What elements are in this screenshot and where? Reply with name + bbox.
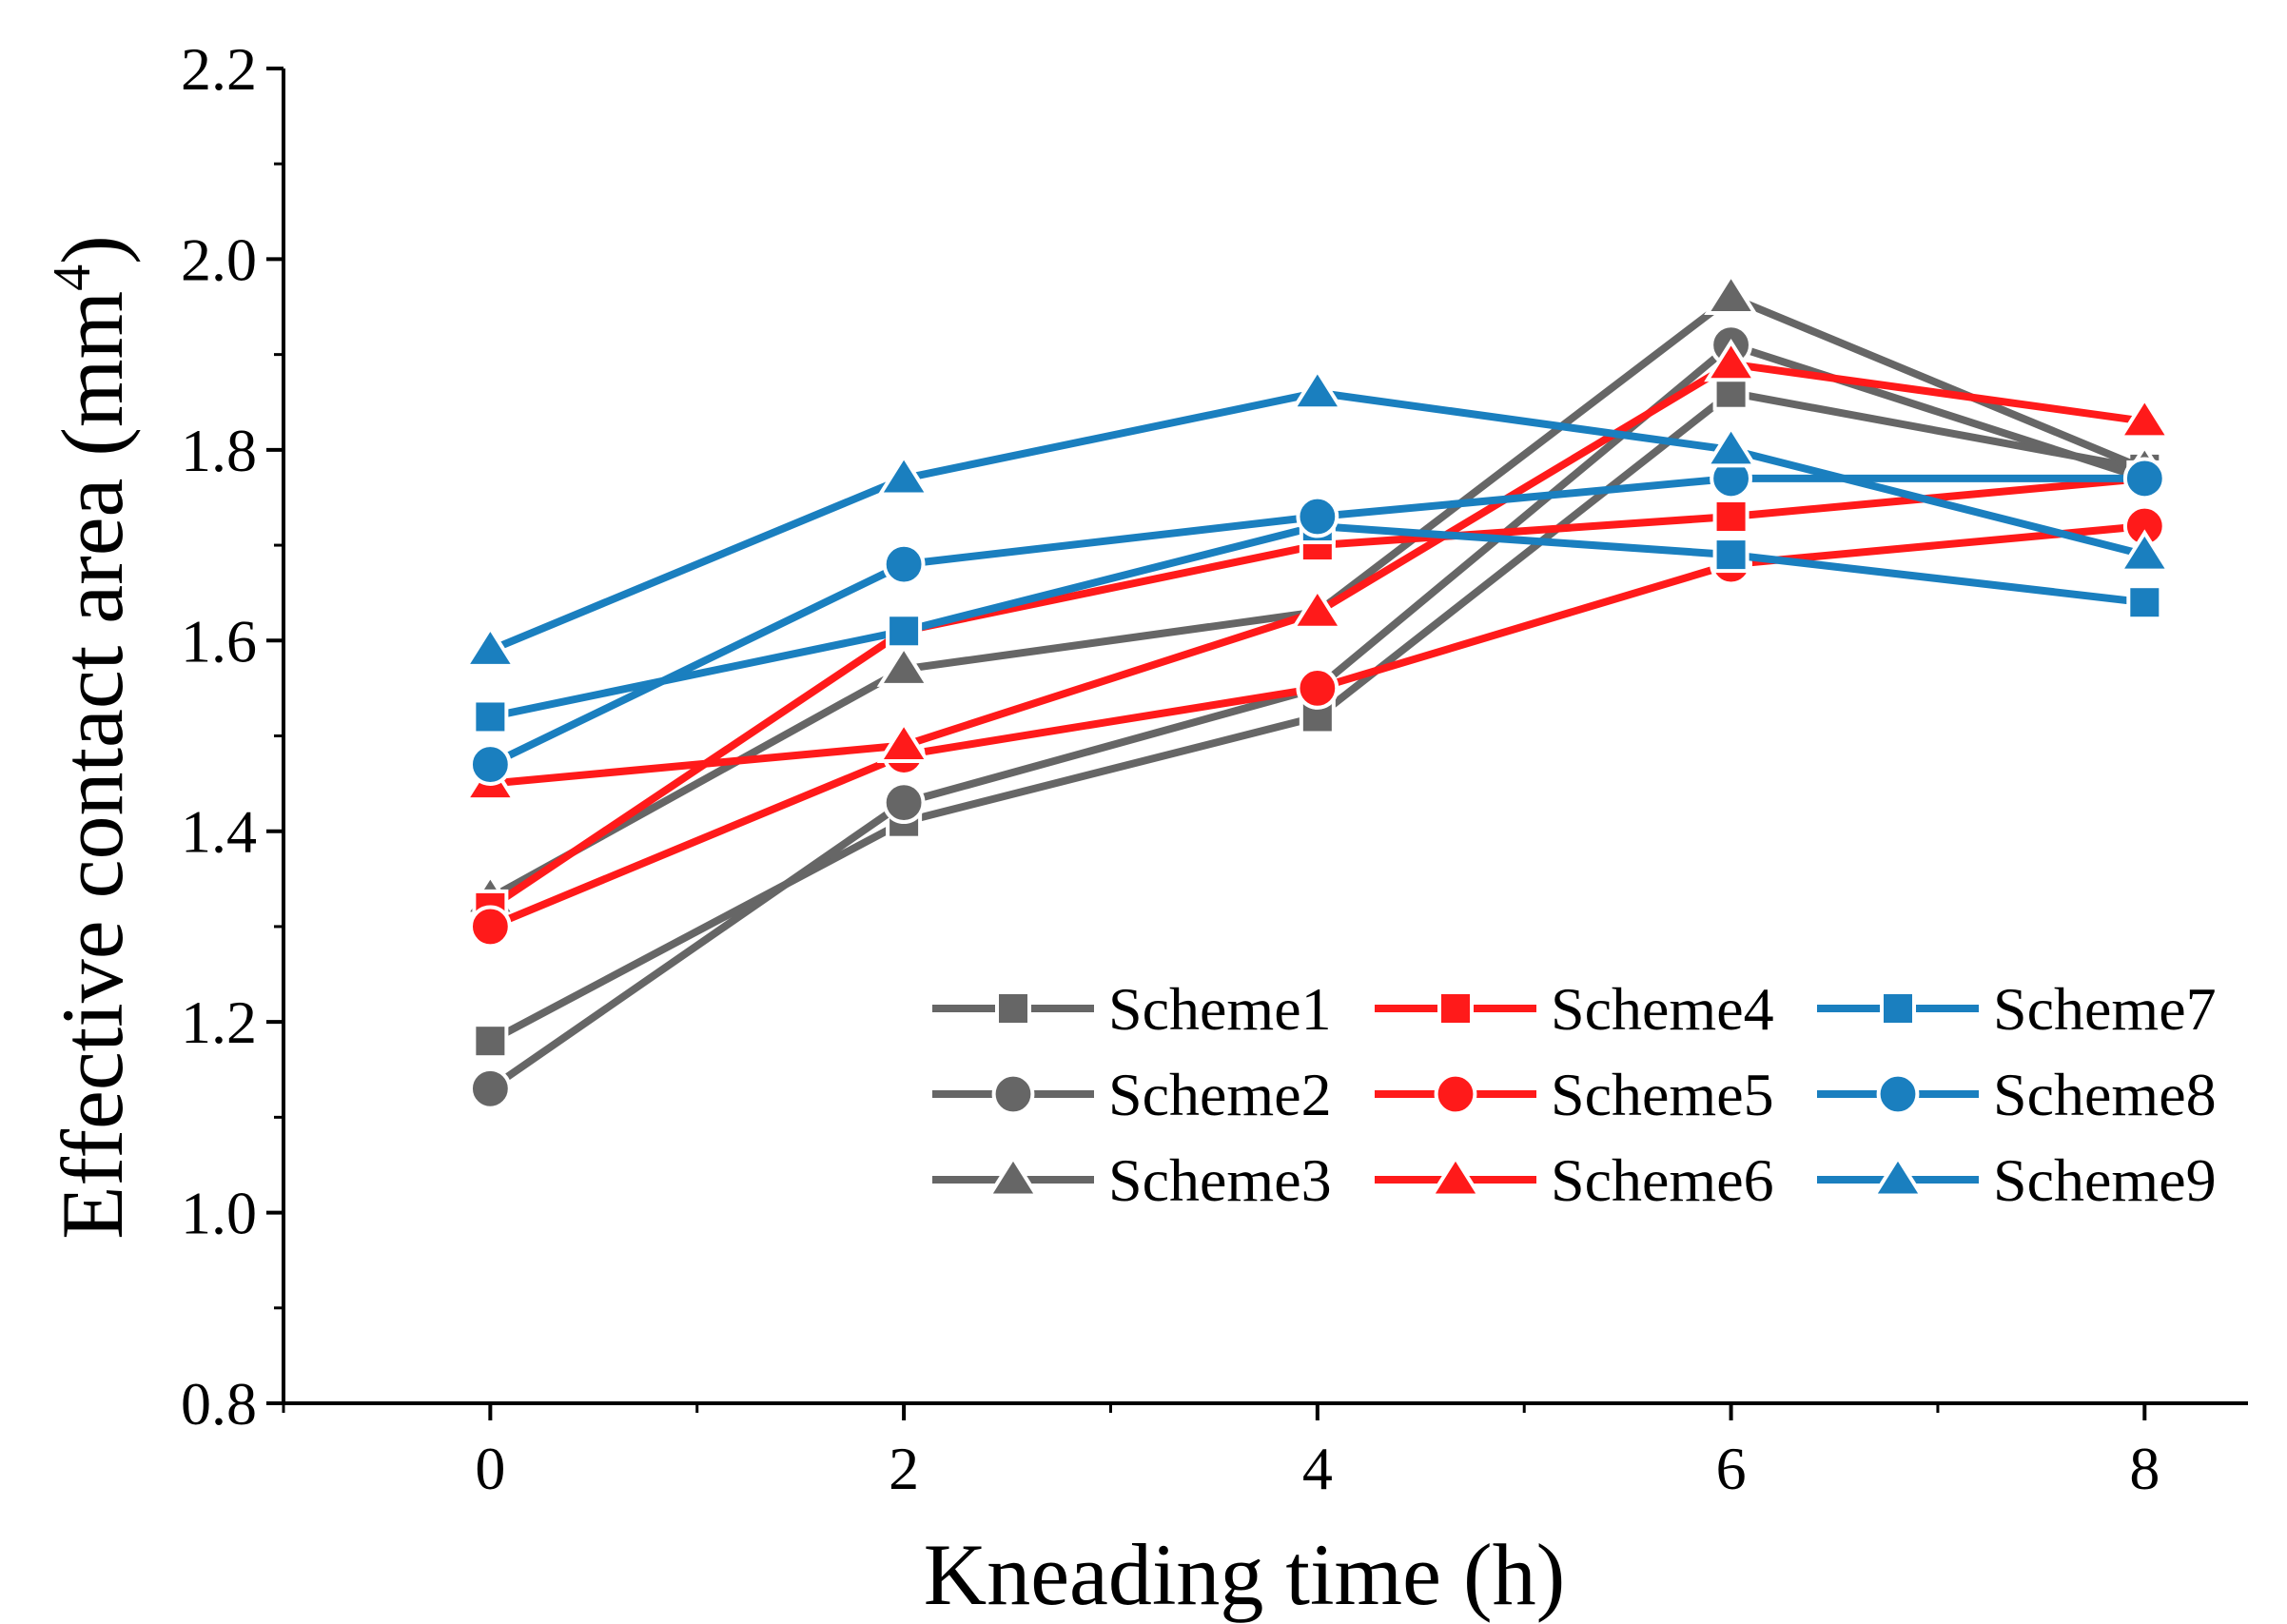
x-tick-label: 0 — [475, 1435, 505, 1502]
y-tick-label: 1.2 — [181, 988, 257, 1056]
data-point — [876, 453, 931, 497]
legend-marker — [1880, 990, 1916, 1027]
data-point — [876, 643, 931, 687]
series-Scheme6 — [462, 338, 2172, 802]
legend-label: Scheme5 — [1551, 1061, 1774, 1128]
legend-label: Scheme4 — [1551, 975, 1774, 1043]
data-point — [1296, 495, 1339, 538]
legend-marker — [986, 1154, 1041, 1198]
data-point — [1704, 424, 1758, 468]
y-axis-title-main: Effective contact area (mm — [44, 291, 141, 1240]
y-tick-label: 1.0 — [181, 1180, 257, 1247]
y-tick-label: 1.8 — [181, 417, 257, 484]
data-point — [1712, 499, 1749, 536]
legend-item-Scheme2: Scheme2 — [932, 1061, 1332, 1128]
y-axis-title: Effective contact area (mm4) — [43, 235, 141, 1240]
legend-item-Scheme5: Scheme5 — [1375, 1061, 1774, 1128]
series-Scheme8 — [468, 457, 2166, 786]
data-point — [2122, 457, 2166, 500]
data-point — [1712, 537, 1749, 574]
data-point — [468, 743, 512, 786]
data-point — [468, 905, 512, 949]
data-point — [2117, 396, 2172, 440]
data-point — [1290, 586, 1345, 630]
axes: 0.8 1.0 1.2 1.4 1.6 1.8 2.0 2.2 0 2 4 6 8 — [181, 35, 2248, 1502]
x-tick-label: 4 — [1302, 1435, 1333, 1502]
x-tick-label: 2 — [889, 1435, 919, 1502]
y-axis-title-superscript: 4 — [43, 264, 102, 291]
legend-marker — [995, 990, 1031, 1027]
legend-item-Scheme6: Scheme6 — [1375, 1146, 1774, 1214]
data-point — [1296, 666, 1339, 710]
legend-marker — [1434, 1072, 1477, 1116]
legend-item-Scheme7: Scheme7 — [1817, 975, 2217, 1043]
data-point — [468, 1066, 512, 1110]
legend-label: Scheme3 — [1108, 1146, 1332, 1214]
legend-item-Scheme3: Scheme3 — [932, 1146, 1332, 1214]
y-tick-label: 1.4 — [181, 798, 257, 866]
data-point — [886, 613, 923, 650]
data-point — [882, 781, 926, 825]
data-point — [876, 719, 931, 764]
legend-marker — [991, 1072, 1035, 1116]
legend-item-Scheme4: Scheme4 — [1375, 975, 1774, 1043]
x-tick-label: 6 — [1716, 1435, 1747, 1502]
data-point — [1704, 271, 1758, 316]
series-Scheme9 — [462, 367, 2172, 668]
legend-marker — [1428, 1154, 1483, 1198]
legend-label: Scheme2 — [1108, 1061, 1332, 1128]
y-tick-label: 0.8 — [181, 1370, 257, 1438]
legend-item-Scheme8: Scheme8 — [1817, 1061, 2217, 1128]
x-axis-title: Kneading time (h) — [924, 1526, 1565, 1623]
data-point — [462, 624, 518, 668]
y-axis-title-end: ) — [44, 235, 141, 264]
data-point — [472, 1023, 509, 1060]
legend-item-Scheme1: Scheme1 — [932, 975, 1332, 1043]
legend-marker — [1437, 990, 1474, 1027]
data-point — [2126, 584, 2163, 621]
y-tick-label: 2.2 — [181, 35, 257, 103]
legend: Scheme1 Scheme2 Scheme3 Scheme4 Scheme5 Schem… — [932, 975, 2217, 1214]
legend-label: Scheme8 — [1993, 1061, 2217, 1128]
plot-area — [462, 271, 2172, 1110]
data-point — [472, 698, 509, 735]
legend-label: Scheme6 — [1551, 1146, 1774, 1214]
legend-marker — [1876, 1072, 1920, 1116]
y-tick-label: 1.6 — [181, 607, 257, 675]
legend-marker — [1870, 1154, 1925, 1198]
legend-label: Scheme7 — [1993, 975, 2217, 1043]
data-point — [1704, 338, 1758, 382]
legend-label: Scheme1 — [1108, 975, 1332, 1043]
data-point — [1290, 367, 1345, 411]
y-tick-label: 2.0 — [181, 225, 257, 293]
data-point — [882, 542, 926, 586]
data-point — [1712, 374, 1749, 411]
legend-item-Scheme9: Scheme9 — [1817, 1146, 2217, 1214]
x-tick-label: 8 — [2129, 1435, 2160, 1502]
data-point — [2117, 529, 2172, 573]
legend-label: Scheme9 — [1993, 1146, 2217, 1214]
